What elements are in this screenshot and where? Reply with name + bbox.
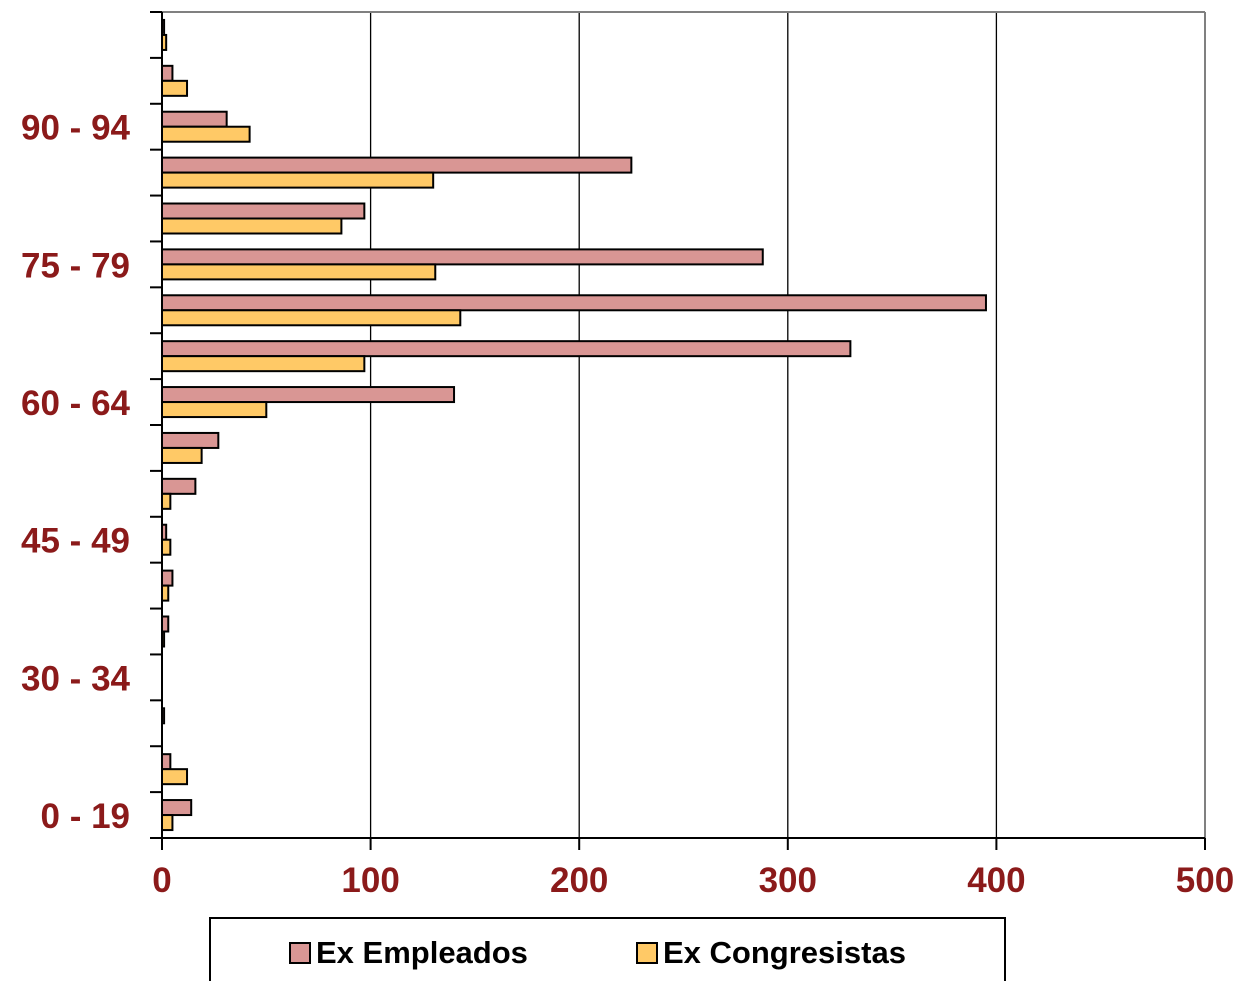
x-tick-label: 400 <box>967 861 1025 900</box>
bar-ex-congresistas <box>161 355 366 373</box>
x-tick-label: 300 <box>759 861 817 900</box>
y-tick-label: 30 - 34 <box>21 659 130 698</box>
bar-ex-empleados <box>161 477 197 495</box>
bar-ex-empleados <box>161 799 193 817</box>
y-tick-label: 0 - 19 <box>41 797 131 836</box>
x-axis-labels: 0 100 200 300 400 500 <box>152 861 1234 900</box>
bar-ex-empleados <box>161 340 852 358</box>
bar-ex-empleados <box>161 110 228 128</box>
bar-ex-congresistas <box>161 446 203 464</box>
bar-ex-empleados <box>161 294 987 312</box>
y-tick-label: 75 - 79 <box>21 246 130 285</box>
bar-ex-congresistas <box>161 492 172 510</box>
bar-ex-congresistas <box>161 401 268 419</box>
bar-ex-congresistas <box>161 79 189 97</box>
legend-label-ex-congresistas: Ex Congresistas <box>663 935 906 970</box>
x-tick-label: 200 <box>550 861 608 900</box>
legend-label-ex-empleados: Ex Empleados <box>316 935 528 970</box>
legend-box <box>209 917 1006 981</box>
bar-ex-congresistas <box>161 538 172 556</box>
bar-ex-congresistas <box>161 768 189 786</box>
legend: Ex Empleados Ex Congresistas <box>209 917 1006 981</box>
bar-ex-empleados <box>161 64 174 82</box>
x-tick-label: 100 <box>341 861 399 900</box>
x-tick-label: 0 <box>152 861 171 900</box>
axes <box>150 11 1206 850</box>
bar-ex-congresistas <box>161 125 251 143</box>
y-tick-label: 45 - 49 <box>21 522 130 561</box>
bar-ex-empleados <box>161 753 172 771</box>
legend-swatch-ex-congresistas <box>636 942 658 964</box>
bar-ex-congresistas <box>161 263 437 281</box>
y-tick-label: 60 - 64 <box>21 384 130 423</box>
bar-ex-congresistas <box>161 217 343 235</box>
y-axis-labels: 0 - 19 30 - 34 45 - 49 60 - 64 75 - 79 90 - 9… <box>21 109 130 836</box>
bar-ex-empleados <box>161 248 764 266</box>
legend-swatch-ex-empleados <box>289 942 311 964</box>
bars <box>161 18 987 832</box>
x-tick-label: 500 <box>1176 861 1234 900</box>
bar-ex-empleados <box>161 386 456 404</box>
bar-ex-empleados <box>161 569 174 587</box>
grid-lines <box>369 12 1206 838</box>
bar-ex-empleados <box>161 431 220 449</box>
bar-ex-congresistas <box>161 309 462 327</box>
bar-ex-empleados <box>161 202 366 220</box>
y-tick-label: 90 - 94 <box>21 109 130 148</box>
bar-ex-empleados <box>161 156 633 174</box>
bar-ex-congresistas <box>161 171 435 189</box>
bar-ex-congresistas <box>161 814 174 832</box>
